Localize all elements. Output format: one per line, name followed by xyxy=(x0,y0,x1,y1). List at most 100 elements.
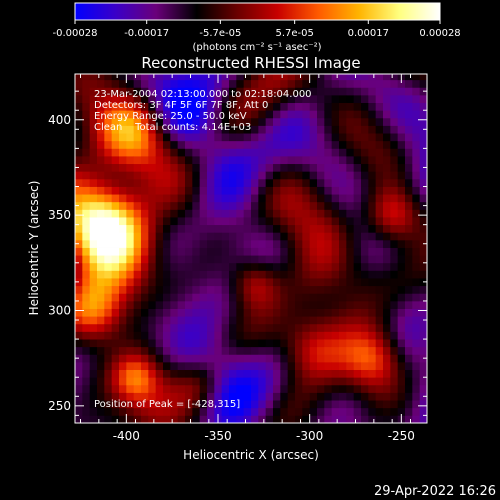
heatmap-cell xyxy=(412,87,421,96)
heatmap-cell xyxy=(236,133,245,142)
heatmap-cell xyxy=(111,117,120,126)
heatmap-cell xyxy=(390,79,399,88)
heatmap-cell xyxy=(346,194,355,203)
heatmap-cell xyxy=(192,87,201,96)
heatmap-cell xyxy=(236,377,245,386)
heatmap-cell xyxy=(104,262,113,271)
heatmap-cell xyxy=(155,133,164,142)
heatmap-cell xyxy=(89,194,98,203)
heatmap-cell xyxy=(97,102,105,111)
heatmap-cell xyxy=(251,94,259,104)
heatmap-cell xyxy=(192,102,201,111)
heatmap-cell xyxy=(104,377,113,386)
heatmap-cell xyxy=(390,232,399,241)
heatmap-cell xyxy=(251,323,259,332)
heatmap-cell xyxy=(405,133,413,142)
heatmap-cell xyxy=(89,102,98,111)
heatmap-cell xyxy=(148,74,157,81)
heatmap-cell xyxy=(339,354,347,363)
heatmap-cell xyxy=(287,331,296,340)
heatmap-cell xyxy=(126,293,135,302)
heatmap-cell xyxy=(111,186,120,195)
heatmap-cell xyxy=(346,415,355,423)
heatmap-cell xyxy=(155,87,164,96)
heatmap-cell xyxy=(207,133,215,142)
heatmap-cell xyxy=(236,87,245,96)
heatmap-cell xyxy=(229,407,237,416)
heatmap-cell xyxy=(75,346,83,355)
heatmap-cell xyxy=(405,262,413,271)
heatmap-cell xyxy=(221,163,230,172)
heatmap-cell xyxy=(163,201,171,210)
heatmap-cell xyxy=(207,201,215,210)
heatmap-cell xyxy=(185,384,193,393)
heatmap-cell xyxy=(192,339,201,348)
heatmap-cell xyxy=(324,293,333,302)
heatmap-cell xyxy=(309,148,318,157)
heatmap-cell xyxy=(287,94,296,104)
heatmap-cell xyxy=(390,178,399,187)
heatmap-cell xyxy=(273,171,281,180)
heatmap-cell xyxy=(221,239,230,248)
heatmap-cell xyxy=(89,346,98,355)
heatmap-cell xyxy=(177,224,186,233)
heatmap-cell xyxy=(89,270,98,279)
heatmap-cell xyxy=(273,133,281,142)
heatmap-cell xyxy=(309,247,318,256)
heatmap-cell xyxy=(199,255,208,264)
heatmap-cell xyxy=(207,384,215,393)
heatmap-cell xyxy=(104,239,113,248)
heatmap-cell xyxy=(419,117,427,126)
heatmap-cell xyxy=(280,201,289,210)
heatmap-cell xyxy=(236,224,245,233)
heatmap-cell xyxy=(89,278,98,287)
heatmap-cell xyxy=(383,217,391,226)
heatmap-cell xyxy=(82,285,91,294)
heatmap-cell xyxy=(258,415,267,423)
heatmap-cell xyxy=(361,369,369,378)
heatmap-cell xyxy=(419,217,427,226)
heatmap-cell xyxy=(221,300,230,309)
heatmap-cell xyxy=(339,186,347,195)
heatmap-cell xyxy=(214,300,223,309)
heatmap-cell xyxy=(339,407,347,416)
heatmap-cell xyxy=(375,308,384,317)
heatmap-cell xyxy=(119,117,127,126)
heatmap-cell xyxy=(353,87,362,96)
heatmap-cell xyxy=(346,247,355,256)
heatmap-cell xyxy=(280,232,289,241)
heatmap-cell xyxy=(302,255,311,264)
heatmap-cell xyxy=(361,354,369,363)
heatmap-cell xyxy=(368,217,377,226)
heatmap-cell xyxy=(177,400,186,409)
heatmap-cell xyxy=(192,316,201,325)
heatmap-cell xyxy=(302,194,311,203)
heatmap-cell xyxy=(309,384,318,393)
heatmap-cell xyxy=(309,285,318,294)
heatmap-cell xyxy=(405,171,413,180)
heatmap-cell xyxy=(119,239,127,248)
heatmap-cell xyxy=(368,331,377,340)
heatmap-cell xyxy=(148,140,157,149)
heatmap-cell xyxy=(185,186,193,195)
heatmap-cell xyxy=(185,201,193,210)
heatmap-cell xyxy=(346,339,355,348)
heatmap-cell xyxy=(309,339,318,348)
heatmap-cell xyxy=(405,361,413,370)
heatmap-cell xyxy=(287,163,296,172)
info-line-detectors: Detectors: 3F 4F 5F 6F 7F 8F, Att 0 xyxy=(94,100,268,111)
heatmap-cell xyxy=(229,186,237,195)
heatmap-cell xyxy=(133,400,142,409)
heatmap-cell xyxy=(104,415,113,423)
heatmap-cell xyxy=(214,87,223,96)
heatmap-cell xyxy=(214,285,223,294)
heatmap-cell xyxy=(199,125,208,134)
heatmap-cell xyxy=(390,102,399,111)
heatmap-cell xyxy=(104,178,113,187)
heatmap-cell xyxy=(331,140,340,149)
heatmap-cell xyxy=(251,125,259,134)
heatmap-cell xyxy=(229,346,237,355)
y-axis-label: Heliocentric Y (arcsec) xyxy=(27,181,41,316)
heatmap-cell xyxy=(324,339,333,348)
heatmap-cell xyxy=(119,94,127,104)
